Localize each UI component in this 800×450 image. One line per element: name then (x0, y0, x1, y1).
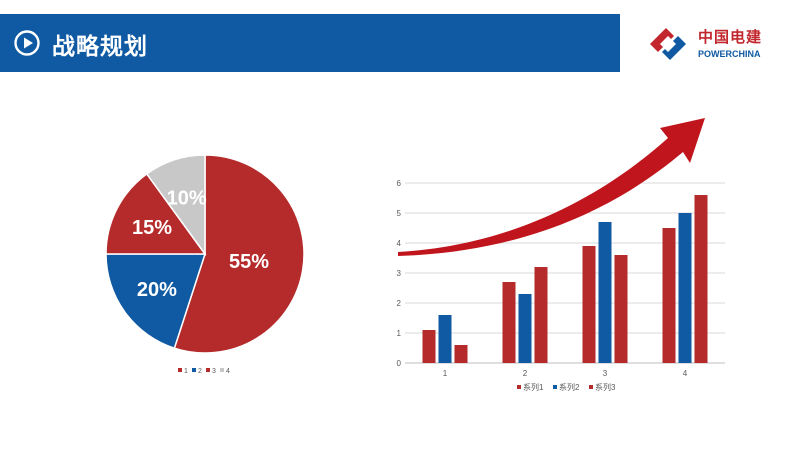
y-tick-label: 5 (397, 209, 402, 218)
x-tick-label: 3 (603, 369, 608, 378)
trend-arrow-icon (398, 118, 705, 256)
bar-legend-label: 系列2 (559, 382, 580, 392)
logo-name-en: POWERCHINA (698, 49, 761, 59)
pie-data-label: 10% (167, 188, 207, 210)
pie-data-label: 20% (137, 279, 177, 301)
bar-系列3-3 (614, 255, 628, 363)
pie-data-label: 15% (132, 217, 172, 239)
bar-legend-swatch (589, 385, 593, 389)
play-circle-icon (14, 30, 40, 56)
bar-legend-swatch (517, 385, 521, 389)
x-tick-label: 4 (683, 369, 688, 378)
pie-chart: 55% 20% 15% 10% (105, 154, 305, 354)
bar-系列2-3 (598, 222, 612, 363)
pie-slice-2 (105, 253, 207, 350)
pie-legend-swatch (206, 368, 210, 372)
y-tick-label: 2 (397, 299, 402, 308)
pie-slice-3 (105, 172, 207, 255)
powerchina-logo: 中国电建 POWERCHINA (646, 20, 786, 68)
pie-data-label: 55% (229, 251, 269, 273)
bar-legend-swatch (553, 385, 557, 389)
pie-legend-swatch (192, 368, 196, 372)
y-tick-label: 6 (397, 179, 402, 188)
bar-系列1-1 (422, 330, 436, 363)
x-tick-label: 2 (523, 369, 528, 378)
bar-legend: 系列1 系列2 系列3 (517, 382, 616, 392)
pie-legend: 1 2 3 4 (178, 368, 230, 375)
pie-legend-label: 3 (212, 368, 216, 375)
pie-legend-swatch (178, 368, 182, 372)
pie-slice-1 (173, 154, 305, 354)
bar-系列1-4 (662, 228, 676, 363)
bar-系列1-2 (502, 282, 516, 363)
pie-legend-swatch (220, 368, 224, 372)
bar-系列2-4 (678, 213, 692, 363)
logo-mark-icon (650, 28, 686, 60)
bar-legend-label: 系列3 (595, 382, 616, 392)
bar-系列3-4 (694, 195, 708, 363)
pie-legend-label: 1 (184, 368, 188, 375)
bar-系列2-2 (518, 294, 532, 363)
pie-legend-label: 4 (226, 368, 230, 375)
bar-系列3-1 (454, 345, 468, 363)
pie-slice-4 (145, 154, 206, 257)
bar-系列1-3 (582, 246, 596, 363)
bar-chart: 0 1 2 3 4 5 6 1 2 3 4 (397, 118, 725, 378)
pie-legend-label: 2 (198, 368, 202, 375)
y-tick-label: 3 (397, 269, 402, 278)
x-tick-label: 1 (443, 369, 448, 378)
bar-legend-label: 系列1 (523, 382, 544, 392)
y-tick-label: 1 (397, 329, 402, 338)
header-bar: 战略规划 (0, 14, 620, 72)
logo-name-cn: 中国电建 (698, 28, 763, 46)
bar-系列2-1 (438, 315, 452, 363)
y-tick-label: 0 (397, 359, 402, 368)
page-title: 战略规划 (52, 34, 148, 60)
bar-系列3-2 (534, 267, 548, 363)
y-tick-label: 4 (397, 239, 402, 248)
